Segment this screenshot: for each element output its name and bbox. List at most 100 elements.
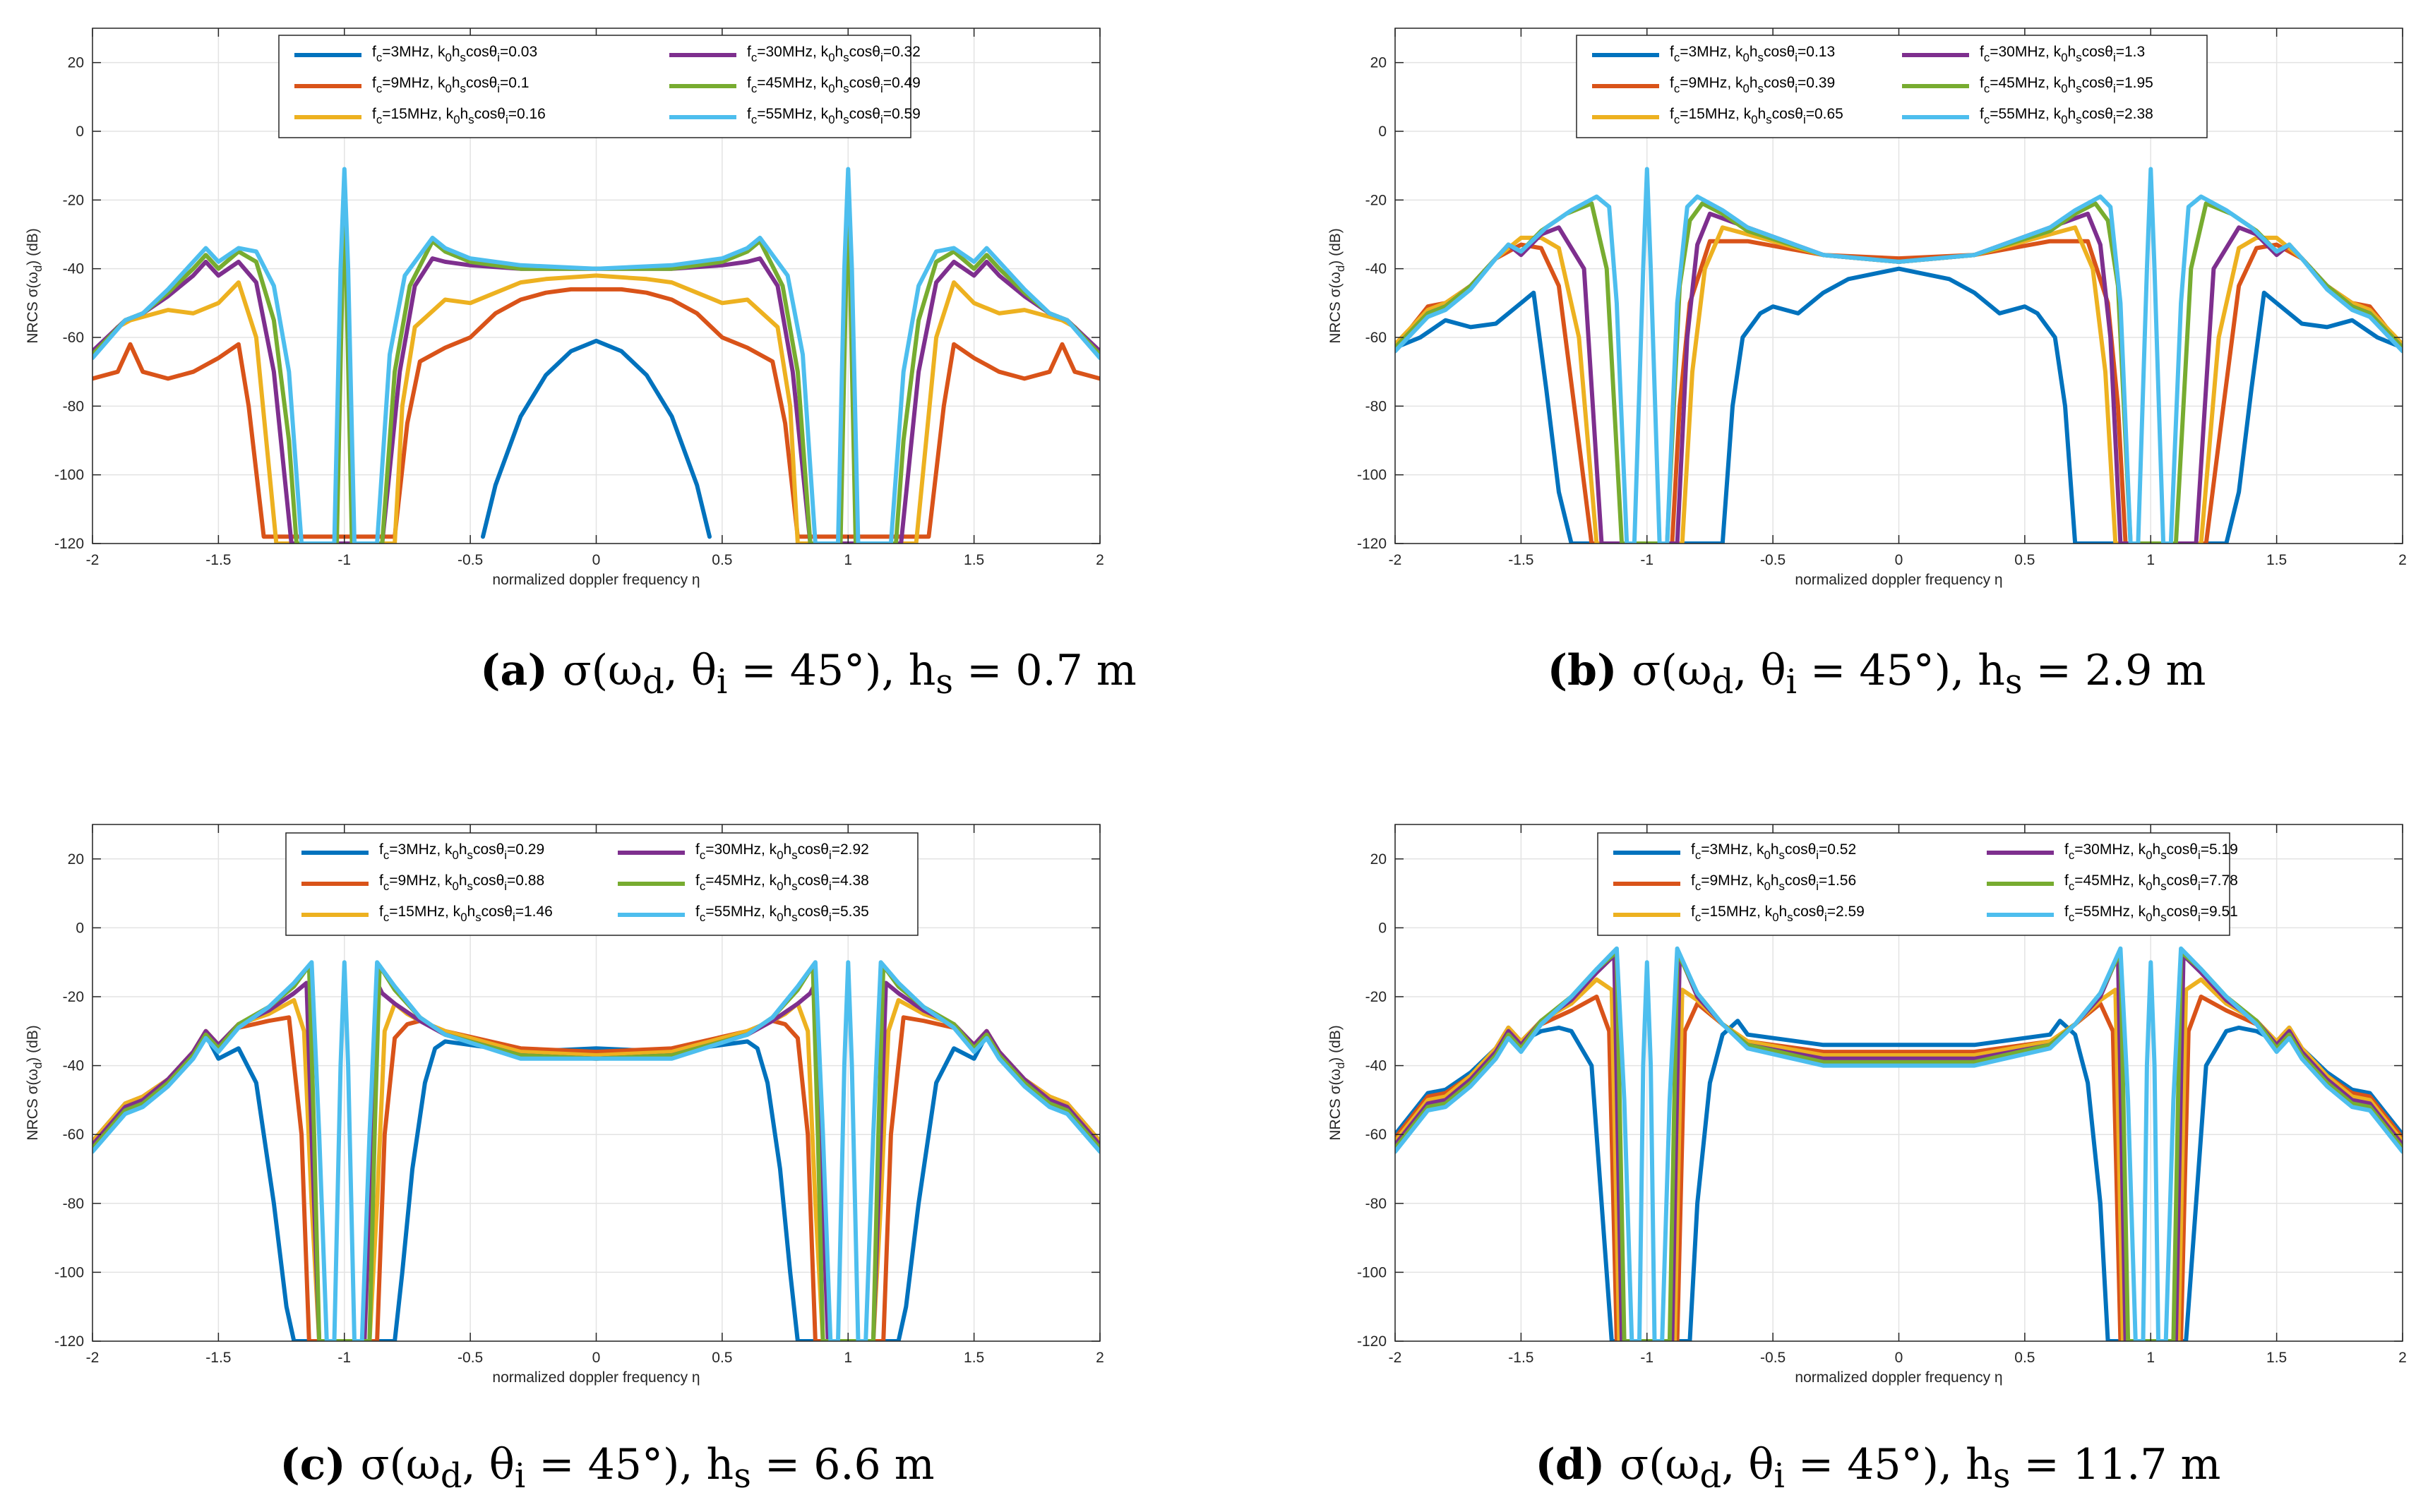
y-tick-label: -40 xyxy=(1365,1058,1387,1074)
x-tick-label: -1 xyxy=(337,1350,351,1366)
legend-entry-1: fc=3MHz, k0hscosθi=0.03 xyxy=(372,44,537,64)
legend-entry-1: fc=3MHz, k0hscosθi=0.13 xyxy=(1670,44,1835,64)
x-tick-label: 1.5 xyxy=(964,552,984,568)
x-tick-label: 2 xyxy=(2398,1350,2407,1366)
x-tick-label: -2 xyxy=(86,552,100,568)
legend-entry-5: fc=45MHz, k0hscosθi=7.78 xyxy=(2064,872,2238,893)
y-tick-label: -80 xyxy=(1365,1196,1387,1212)
x-tick-label: 0.5 xyxy=(2014,552,2035,568)
y-tick-label: -40 xyxy=(63,1058,84,1074)
series-line-1 xyxy=(481,338,712,539)
caption: (c) σ(ωd, θi = 45°), hs = 6.6 m xyxy=(280,1440,934,1496)
y-tick-label: -40 xyxy=(63,261,84,277)
y-tick-label: -120 xyxy=(54,1333,84,1350)
legend-entry-4: fc=30MHz, k0hscosθi=2.92 xyxy=(695,841,869,862)
x-axis-label: normalized doppler frequency η xyxy=(492,1369,700,1386)
legend: fc=3MHz, k0hscosθi=0.52 fc=9MHz, k0hscosθ… xyxy=(1597,832,2238,936)
y-axis-label: NRCS σ(ωd) (dB) xyxy=(1327,228,1347,344)
x-tick-label: -1.5 xyxy=(205,1350,231,1366)
series-line-6 xyxy=(92,960,1100,1341)
legend: fc=3MHz, k0hscosθi=0.13 fc=9MHz, k0hscosθ… xyxy=(1576,35,2208,138)
x-tick-label: -1 xyxy=(1640,1350,1653,1366)
legend: fc=3MHz, k0hscosθi=0.03 fc=9MHz, k0hscosθ… xyxy=(278,35,921,138)
x-tick-label: -0.5 xyxy=(1760,552,1786,568)
series-line-1 xyxy=(1395,266,2403,544)
x-tick-label: -2 xyxy=(1389,1350,1402,1366)
legend-entry-3: fc=15MHz, k0hscosθi=0.16 xyxy=(372,106,546,126)
legend-entry-1: fc=3MHz, k0hscosθi=0.29 xyxy=(379,841,544,862)
y-tick-label: -20 xyxy=(1365,989,1387,1005)
x-tick-label: 0.5 xyxy=(2014,1350,2035,1366)
legend-entry-5: fc=45MHz, k0hscosθi=0.49 xyxy=(747,75,921,95)
x-tick-label: 2 xyxy=(2398,552,2407,568)
panel-a: -2 -1.5 -1 -0.5 0 0.5 1 1.5 2 20 0 -20 -40 -60 -80 -100… xyxy=(25,28,1137,702)
panel-c: -2 -1.5 -1 -0.5 0 0.5 1 1.5 2 20 0 -20 -40 -60 -80 -100… xyxy=(25,824,1104,1496)
x-axis-label: normalized doppler frequency η xyxy=(492,572,700,588)
y-tick-label: 0 xyxy=(76,920,84,936)
x-tick-label: 0.5 xyxy=(712,552,732,568)
x-tick-label: 0 xyxy=(1895,1350,1903,1366)
y-tick-label: 20 xyxy=(1370,851,1387,868)
x-tick-label: -2 xyxy=(86,1350,100,1366)
legend-box xyxy=(285,832,919,936)
x-axis-label: normalized doppler frequency η xyxy=(1795,572,2002,588)
y-tick-label: 0 xyxy=(1378,124,1387,140)
x-tick-label: -1.5 xyxy=(1508,1350,1533,1366)
legend-box xyxy=(1576,35,2208,138)
y-tick-label: -120 xyxy=(1357,1333,1387,1350)
x-tick-label: 1 xyxy=(2146,1350,2155,1366)
x-tick-label: -1 xyxy=(1640,552,1653,568)
x-tick-label: 0 xyxy=(592,1350,601,1366)
y-tick-label: 0 xyxy=(1378,920,1387,936)
y-tick-label: -120 xyxy=(1357,536,1387,552)
y-tick-label: -120 xyxy=(54,536,84,552)
x-tick-label: 0 xyxy=(1895,552,1903,568)
x-tick-label: -0.5 xyxy=(458,552,483,568)
legend-entry-4: fc=30MHz, k0hscosθi=0.32 xyxy=(747,44,921,64)
series-line-3 xyxy=(92,273,1100,544)
x-tick-label: -0.5 xyxy=(1760,1350,1786,1366)
caption-letter: (b) xyxy=(1548,646,1632,695)
x-tick-label: 1 xyxy=(844,552,852,568)
y-tick-label: -100 xyxy=(54,467,84,484)
legend-entry-4: fc=30MHz, k0hscosθi=1.3 xyxy=(1980,44,2145,64)
caption-letter: (d) xyxy=(1536,1440,1620,1489)
x-tick-label: 0.5 xyxy=(712,1350,732,1366)
series-line-6 xyxy=(92,167,1100,544)
y-tick-label: 20 xyxy=(1370,55,1387,71)
x-tick-label: 2 xyxy=(1096,1350,1104,1366)
caption-letter: (c) xyxy=(280,1440,360,1489)
caption: (a) σ(ωd, θi = 45°), hs = 0.7 m xyxy=(480,646,1137,702)
y-tick-label: -80 xyxy=(63,398,84,414)
x-tick-label: 1.5 xyxy=(964,1350,984,1366)
series-group xyxy=(92,167,1100,544)
legend-entry-2: fc=9MHz, k0hscosθi=0.1 xyxy=(372,75,530,95)
legend-entry-3: fc=15MHz, k0hscosθi=2.59 xyxy=(1691,904,1865,924)
caption: (d) σ(ωd, θi = 45°), hs = 11.7 m xyxy=(1536,1440,2221,1496)
caption: (b) σ(ωd, θi = 45°), hs = 2.9 m xyxy=(1548,646,2206,702)
y-tick-label: -80 xyxy=(63,1196,84,1212)
caption-letter: (a) xyxy=(480,646,563,695)
panel-b: -2 -1.5 -1 -0.5 0 0.5 1 1.5 2 20 0 -20 -40 -60 -80 -100… xyxy=(1327,28,2407,702)
y-tick-label: -80 xyxy=(1365,398,1387,414)
legend-entry-4: fc=30MHz, k0hscosθi=5.19 xyxy=(2064,841,2238,862)
y-tick-label: 0 xyxy=(76,124,84,140)
y-tick-label: -100 xyxy=(1357,467,1387,484)
series-group xyxy=(1395,167,2403,544)
legend-entry-6: fc=55MHz, k0hscosθi=9.51 xyxy=(2064,904,2238,924)
x-tick-label: 1.5 xyxy=(2266,1350,2287,1366)
y-axis-label: NRCS σ(ωd) (dB) xyxy=(25,228,44,344)
legend-entry-6: fc=55MHz, k0hscosθi=0.59 xyxy=(747,106,921,126)
y-axis-label: NRCS σ(ωd) (dB) xyxy=(1327,1025,1347,1141)
y-tick-label: -40 xyxy=(1365,261,1387,277)
x-tick-label: 1 xyxy=(2146,552,2155,568)
legend-entry-5: fc=45MHz, k0hscosθi=4.38 xyxy=(695,872,869,893)
y-tick-label: -100 xyxy=(54,1264,84,1280)
series-line-2 xyxy=(92,287,1100,539)
x-tick-label: 0 xyxy=(592,552,601,568)
legend-box xyxy=(1597,832,2230,936)
y-tick-label: -20 xyxy=(63,989,84,1005)
y-tick-label: -60 xyxy=(1365,330,1387,346)
y-tick-label: -20 xyxy=(1365,192,1387,208)
series-group xyxy=(1395,946,2403,1341)
